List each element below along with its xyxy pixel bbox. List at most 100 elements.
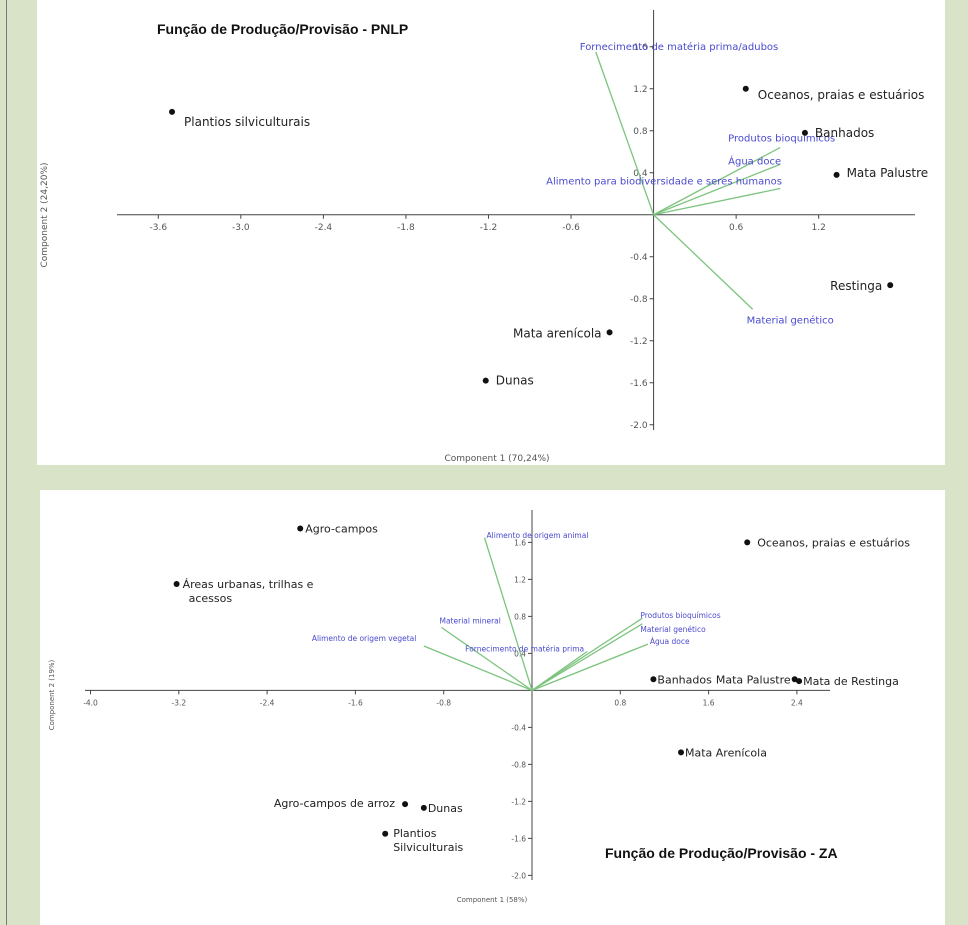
- vector-label: Produtos bioquímicos: [640, 611, 720, 620]
- data-point: [742, 85, 749, 92]
- point-label: Oceanos, praias e estuários: [758, 88, 925, 102]
- loading-vector: [483, 537, 533, 691]
- data-point: [887, 282, 894, 289]
- point-label: Banhados: [815, 126, 874, 140]
- y-tick-label: 0.4: [633, 169, 648, 179]
- x-tick-label: 2.4: [791, 698, 803, 707]
- vector-label: Material genético: [747, 314, 834, 326]
- y-tick-label: -0.4: [630, 253, 648, 263]
- y-tick-label: -1.2: [511, 797, 526, 806]
- point-label: Mata arenícola: [513, 326, 602, 340]
- y-tick-label: -1.6: [511, 834, 526, 843]
- point-label: Dunas: [428, 802, 463, 815]
- figure-frame: -3.6 -3.0 -2.4 -1.8 -1.2 -0.6 0.6 1.2 1.6 1.2 0.8 0…: [6, 0, 961, 925]
- y-tick-label: -0.4: [511, 723, 526, 732]
- x-tick-label: -3.2: [171, 698, 186, 707]
- y-tick-label: -0.8: [630, 295, 648, 305]
- pca-biplot-za: -4.0 -3.2 -2.4 -1.6 -0.8 0.8 1.6 2.41.61.20.80.…: [48, 510, 910, 904]
- y-tick-label: 1.2: [514, 575, 526, 584]
- y-axis-title: Component 2 (24,20%): [40, 162, 50, 267]
- x-tick-label: 1.2: [812, 223, 826, 233]
- data-point: [169, 108, 176, 115]
- vector-label: Fornecimento de matéria prima/adubos: [580, 41, 778, 53]
- y-tick-label: -0.8: [511, 760, 526, 769]
- y-tick-label: -1.6: [630, 379, 648, 389]
- x-tick-label: -4.0: [83, 698, 98, 707]
- pca-chart-za: -4.0 -3.2 -2.4 -1.6 -0.8 0.8 1.6 2.4 1.6 1.2 0.8 0.…: [40, 490, 945, 925]
- vector-label: Alimento de origem animal: [487, 531, 589, 540]
- point-label: Mata Palustre: [847, 166, 929, 180]
- vector-label: Produtos bioquímicos: [728, 133, 835, 145]
- x-tick-label: -3.0: [232, 223, 250, 233]
- point-label: Plantios Silviculturais: [393, 827, 463, 854]
- vector-label: Material genético: [640, 625, 706, 634]
- loading-vector: [531, 617, 643, 691]
- x-tick-label: 0.8: [614, 698, 626, 707]
- point-label: Banhados: [657, 673, 712, 686]
- point-label: Mata Arenícola: [685, 746, 767, 759]
- y-tick-label: 1.2: [633, 85, 647, 95]
- point-label: Áreas urbanas, trilhas e acessos: [183, 578, 314, 605]
- data-point: [833, 171, 840, 178]
- y-tick-label: 0.8: [633, 127, 648, 137]
- y-tick-label: 0.8: [514, 612, 526, 621]
- data-point: [297, 525, 304, 532]
- chart-title: Função de Produção/Provisão - ZA: [605, 845, 838, 861]
- data-point: [420, 804, 427, 811]
- point-label: Dunas: [496, 374, 534, 388]
- data-point: [402, 801, 409, 808]
- loading-vector: [653, 187, 781, 216]
- loading-vector: [441, 626, 533, 691]
- point-label: Agro-campos: [305, 523, 378, 536]
- point-label: Oceanos, praias e estuários: [757, 536, 910, 549]
- x-tick-label: -0.6: [562, 223, 580, 233]
- data-point: [678, 749, 684, 756]
- x-tick-label: -1.6: [348, 698, 363, 707]
- loading-vector: [653, 146, 781, 216]
- loading-vector: [423, 645, 533, 691]
- data-point: [482, 377, 489, 384]
- pca-biplot-pnlp: -3.6 -3.0 -2.4 -1.8 -1.2 -0.6 0.6 1.2 1.6 1.2 0.8 0…: [40, 10, 929, 464]
- y-tick-label: 1.6: [514, 538, 526, 547]
- x-axis-title: Component 1 (58%): [457, 896, 528, 904]
- x-tick-label: -3.6: [149, 223, 167, 233]
- x-tick-label: -0.8: [436, 698, 451, 707]
- loading-vector: [531, 650, 588, 691]
- loading-vector: [595, 51, 655, 215]
- x-tick-label: -1.8: [397, 223, 415, 233]
- vector-label: Água doce: [650, 637, 690, 646]
- data-point: [382, 830, 389, 837]
- vector-label: Material mineral: [439, 616, 500, 625]
- vector-label: Alimento de origem vegetal: [312, 634, 417, 643]
- x-axis-title: Component 1 (70,24%): [444, 454, 549, 464]
- data-point: [744, 539, 751, 546]
- x-tick-label: -2.4: [260, 698, 275, 707]
- point-label: Agro-campos de arroz: [274, 797, 395, 810]
- y-axis-title: Component 2 (19%): [48, 659, 56, 730]
- data-point: [801, 129, 808, 136]
- y-tick-label: -2.0: [630, 421, 648, 431]
- data-point: [650, 676, 657, 683]
- x-tick-label: -1.2: [480, 223, 498, 233]
- y-tick-label: 1.6: [633, 43, 648, 53]
- loading-vector: [653, 163, 781, 216]
- x-tick-label: -2.4: [315, 223, 333, 233]
- x-tick-label: 0.6: [729, 223, 744, 233]
- pca-chart-pnlp: -3.6 -3.0 -2.4 -1.8 -1.2 -0.6 0.6 1.2 1.6 1.2 0.8 0…: [37, 0, 945, 465]
- chart-title: Função de Produção/Provisão - PNLP: [157, 21, 408, 37]
- loading-vector: [653, 214, 754, 310]
- loading-vector: [531, 643, 649, 691]
- y-tick-label: -2.0: [511, 871, 526, 880]
- vector-label: Água doce: [728, 154, 781, 167]
- vector-label: Fornecimento de matéria prima: [465, 645, 584, 654]
- point-label: Mata Palustre: [716, 673, 791, 686]
- y-tick-label: -1.2: [630, 337, 648, 347]
- data-point: [173, 581, 180, 587]
- point-label: Plantios silviculturais: [184, 115, 310, 129]
- point-label: Restinga: [830, 279, 882, 293]
- data-point: [796, 678, 803, 685]
- vector-label: Alimento para biodiversidade e seres hum…: [546, 177, 782, 188]
- point-label: Mata de Restinga: [803, 675, 899, 688]
- data-point: [606, 329, 613, 336]
- x-tick-label: 1.6: [703, 698, 715, 707]
